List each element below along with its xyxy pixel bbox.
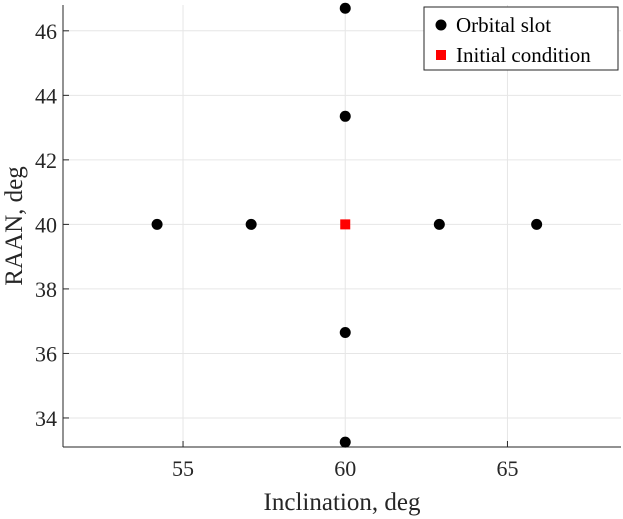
axis-ticks [63, 30, 508, 447]
data-point-orbital-slot [339, 2, 351, 14]
data-point-orbital-slot [433, 218, 445, 230]
y-tick-label: 36 [35, 341, 57, 366]
data-point-orbital-slot [339, 436, 351, 448]
legend-marker-initial-condition [436, 50, 446, 60]
y-tick-label: 34 [35, 406, 57, 431]
y-tick-labels: 34 36 38 40 42 44 46 [35, 19, 57, 431]
x-tick-label: 65 [496, 456, 518, 481]
y-tick-label: 46 [35, 19, 57, 44]
legend: Orbital slot Initial condition [423, 6, 619, 71]
x-tick-label: 60 [334, 456, 356, 481]
x-axis-label: Inclination, deg [264, 489, 421, 516]
legend-marker-orbital-slot [435, 19, 447, 31]
data-point-orbital-slot [531, 218, 543, 230]
data-point-orbital-slot [245, 218, 257, 230]
y-tick-label: 44 [35, 83, 57, 108]
x-tick-label: 55 [172, 456, 194, 481]
legend-box [423, 6, 619, 71]
data-point-orbital-slot [151, 218, 163, 230]
data-points [151, 2, 543, 448]
data-point-orbital-slot [339, 326, 351, 338]
y-axis-label: RAAN, deg [1, 166, 28, 286]
data-point-orbital-slot [339, 110, 351, 122]
y-tick-label: 42 [35, 148, 57, 173]
data-point-initial-condition [340, 219, 351, 230]
legend-label-orbital-slot: Orbital slot [456, 13, 551, 37]
x-tick-labels: 55 60 65 [172, 456, 518, 481]
y-tick-label: 40 [35, 212, 57, 237]
legend-label-initial-condition: Initial condition [456, 43, 591, 67]
y-tick-label: 38 [35, 277, 57, 302]
